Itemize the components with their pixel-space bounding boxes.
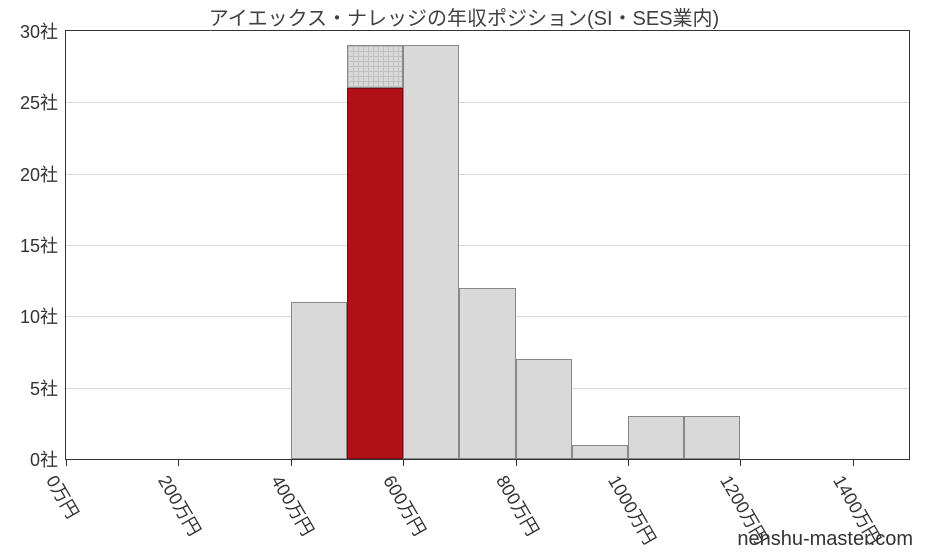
y-tick-label: 20社 <box>3 161 58 187</box>
watermark-text: nenshu-master.com <box>737 528 913 551</box>
histogram-bar-highlight <box>347 88 403 459</box>
chart-container: アイエックス・ナレッジの年収ポジション(SI・SES業内) 0社 5社 10社 15社… <box>0 0 928 557</box>
plot-area <box>65 30 910 460</box>
x-tick-mark <box>291 460 292 466</box>
histogram-bar <box>403 45 459 459</box>
y-tick-label: 25社 <box>3 89 58 115</box>
histogram-bar <box>291 302 347 459</box>
x-tick-label: 1000万円 <box>602 470 663 549</box>
x-tick-label: 400万円 <box>265 470 321 540</box>
x-tick-mark <box>853 460 854 466</box>
x-tick-mark <box>516 460 517 466</box>
histogram-bar <box>516 359 572 459</box>
y-tick-label: 15社 <box>3 232 58 258</box>
x-tick-label: 0万円 <box>40 470 86 523</box>
x-tick-label: 600万円 <box>378 470 434 540</box>
histogram-bar <box>459 288 515 459</box>
y-tick-label: 30社 <box>3 18 58 44</box>
histogram-bar <box>572 445 628 459</box>
histogram-bar <box>628 416 684 459</box>
chart-title: アイエックス・ナレッジの年収ポジション(SI・SES業内) <box>0 2 928 31</box>
y-tick-label: 0社 <box>3 446 58 472</box>
x-tick-mark <box>178 460 179 466</box>
x-tick-label: 800万円 <box>490 470 546 540</box>
x-tick-mark <box>66 460 67 466</box>
y-tick-label: 5社 <box>3 375 58 401</box>
histogram-bar <box>684 416 740 459</box>
histogram-bar-hatch <box>347 45 403 88</box>
x-tick-mark <box>740 460 741 466</box>
gridline <box>66 102 909 103</box>
x-tick-label: 200万円 <box>153 470 209 540</box>
gridline <box>66 245 909 246</box>
x-tick-mark <box>403 460 404 466</box>
x-tick-mark <box>628 460 629 466</box>
y-tick-label: 10社 <box>3 303 58 329</box>
gridline <box>66 174 909 175</box>
